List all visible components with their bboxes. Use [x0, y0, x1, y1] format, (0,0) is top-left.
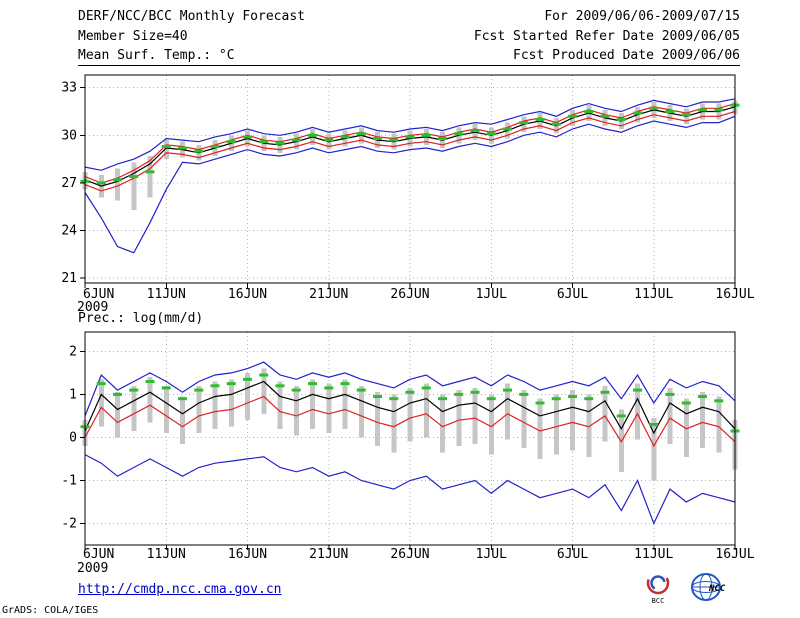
temp-obs-dashes — [80, 103, 740, 185]
svg-text:11JUL: 11JUL — [634, 287, 673, 302]
temp-lower-quartile-line — [84, 110, 736, 192]
temp-axes: 21 24 27 30 33 6JUN 11JUN 16JUN 21JUN 26JUN 1JUL 6J… — [61, 81, 754, 315]
svg-text:16JUL: 16JUL — [715, 287, 754, 302]
svg-text:16JUN: 16JUN — [228, 547, 267, 562]
prec-axis-label: Prec.: log(mm/d) — [78, 311, 204, 326]
svg-text:21: 21 — [61, 271, 77, 286]
svg-text:6JUN: 6JUN — [83, 547, 114, 562]
prec-obs-dashes — [80, 373, 740, 433]
svg-text:16JUL: 16JUL — [715, 547, 754, 562]
svg-text:11JUN: 11JUN — [147, 547, 186, 562]
svg-text:-1: -1 — [61, 473, 77, 488]
svg-text:26JUN: 26JUN — [390, 287, 429, 302]
svg-text:1: 1 — [69, 387, 77, 402]
svg-text:2009: 2009 — [77, 561, 108, 576]
svg-text:1JUL: 1JUL — [476, 287, 507, 302]
svg-text:0: 0 — [69, 430, 77, 445]
temp-ens-max-line — [84, 98, 736, 171]
svg-text:1JUL: 1JUL — [476, 547, 507, 562]
svg-text:21JUN: 21JUN — [309, 287, 348, 302]
refer-date-label: Fcst Started Refer Date 2009/06/05 — [473, 29, 740, 44]
svg-text:2009: 2009 — [77, 300, 108, 315]
temp-ens-min-line — [84, 115, 736, 254]
ncc-logo: NCC — [691, 573, 726, 601]
prec-ens-max-line — [84, 361, 736, 417]
bcc-logo-text: BCC — [652, 597, 665, 605]
temp-ens-mean-line — [84, 106, 736, 187]
ncc-logo-text: NCC — [708, 584, 726, 594]
svg-text:24: 24 — [61, 224, 77, 239]
bcc-logo: BCC — [646, 571, 670, 605]
bcc-logo-red-arc — [646, 571, 670, 595]
member-size-label: Member Size=40 — [78, 29, 188, 44]
page-title: DERF/NCC/BCC Monthly Forecast — [78, 9, 305, 24]
svg-text:6JUL: 6JUL — [557, 547, 588, 562]
svg-text:27: 27 — [61, 176, 77, 191]
svg-text:21JUN: 21JUN — [309, 547, 348, 562]
grads-credit: GrADS: COLA/IGES — [2, 605, 99, 616]
svg-text:2: 2 — [69, 344, 77, 359]
svg-text:26JUN: 26JUN — [390, 547, 429, 562]
svg-text:30: 30 — [61, 128, 77, 143]
header-row-1: DERF/NCC/BCC Monthly Forecast For 2009/0… — [78, 9, 740, 24]
prec-ens-min-line — [84, 454, 736, 526]
svg-text:16JUN: 16JUN — [228, 287, 267, 302]
svg-text:-2: -2 — [61, 516, 77, 531]
prec-ensemble-bars — [82, 368, 738, 481]
header-row-3: Mean Surf. Temp.: °C Fcst Produced Date … — [78, 48, 740, 63]
produced-date-label: Fcst Produced Date 2009/06/06 — [513, 48, 740, 63]
forecast-period-label: For 2009/06/06-2009/07/15 — [544, 9, 740, 24]
temp-variable-label: Mean Surf. Temp.: °C — [78, 48, 235, 63]
svg-text:33: 33 — [61, 81, 77, 96]
header-separator — [78, 65, 740, 66]
prec-ens-mean-line — [84, 380, 736, 435]
header-row-2: Member Size=40 Fcst Started Refer Date 2… — [78, 29, 740, 44]
svg-text:11JUN: 11JUN — [147, 287, 186, 302]
temp-grid — [84, 75, 736, 283]
source-link[interactable]: http://cmdp.ncc.cma.gov.cn — [78, 582, 282, 597]
temperature-chart: 21 24 27 30 33 6JUN 11JUN 16JUN 21JUN 26JUN 1JUL 6J… — [61, 74, 755, 315]
svg-text:6JUN: 6JUN — [83, 287, 114, 302]
bcc-logo-blue-arc — [650, 575, 666, 591]
svg-text:11JUL: 11JUL — [634, 547, 673, 562]
svg-text:6JUL: 6JUL — [557, 287, 588, 302]
prec-lower-quartile-line — [84, 395, 736, 448]
temp-upper-quartile-line — [84, 103, 736, 184]
